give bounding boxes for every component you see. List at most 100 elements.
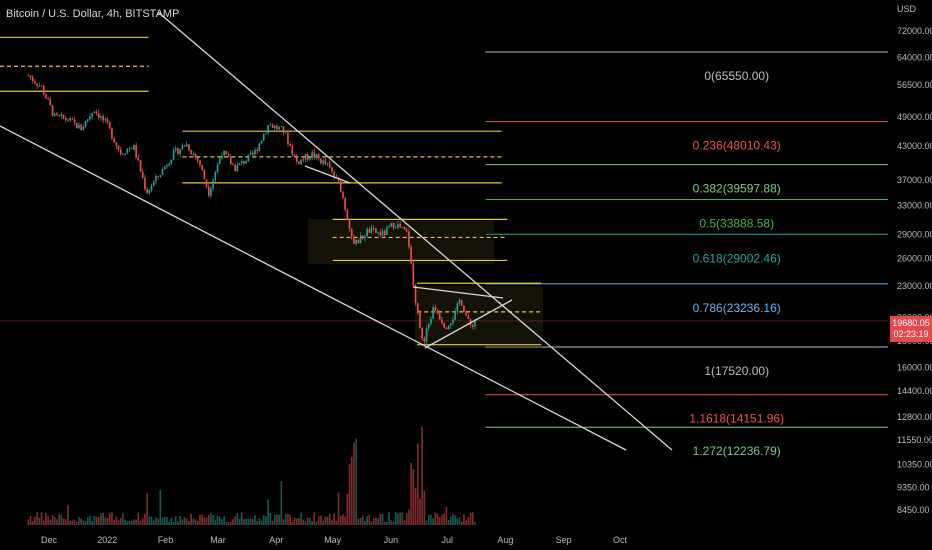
volume-bar [152, 520, 155, 525]
volume-bar [423, 490, 426, 525]
candle-body [161, 168, 164, 176]
volume-bar [51, 515, 54, 525]
volume-bar [267, 499, 269, 525]
volume-bar [416, 443, 419, 525]
candle-body [67, 119, 69, 121]
volume-bar [355, 438, 357, 525]
volume-bar [135, 519, 137, 525]
candle-body [144, 177, 146, 189]
candle-body [38, 85, 41, 87]
volume-bar [403, 520, 406, 525]
y-tick-label: 49000.00 [897, 112, 932, 122]
volume-bar [150, 516, 153, 525]
volume-bar [436, 513, 439, 525]
candle-body [427, 323, 430, 329]
volume-bars [27, 426, 476, 525]
volume-bar [49, 519, 52, 525]
candle-body [86, 119, 89, 121]
volume-bar [245, 518, 247, 525]
candle-body [80, 124, 82, 131]
volume-bar [465, 520, 467, 525]
candle-body [62, 114, 65, 119]
candle-body [31, 77, 34, 82]
candle-body [302, 159, 305, 161]
candle-body [361, 235, 364, 239]
candle-body [278, 127, 280, 130]
volume-bar [177, 521, 179, 525]
candle-body [258, 143, 261, 151]
volume-bar [106, 518, 109, 525]
candle-body [84, 120, 87, 127]
zone-box-july[interactable] [415, 286, 543, 348]
x-tick-label: 2022 [97, 535, 117, 545]
fib-retracement-levels[interactable] [0, 51, 888, 428]
volume-bar [460, 521, 463, 525]
candle-body [463, 305, 465, 312]
fib-labels: 0(65550.00) 0.236(48010.43) 0.382(39597.88… [689, 69, 784, 458]
candle-body [269, 124, 272, 126]
volume-bar [38, 517, 41, 525]
volume-bar [207, 514, 210, 525]
volume-bar [126, 521, 129, 525]
volume-bar [53, 517, 56, 525]
volume-bar [265, 516, 267, 525]
candle-body [152, 181, 155, 187]
volume-bar [216, 515, 219, 525]
fib-label: 0.786(23236.16) [693, 301, 781, 315]
volume-bar [434, 512, 437, 525]
candle-body [284, 132, 287, 134]
volume-bar [394, 512, 397, 525]
candle-body [304, 154, 307, 160]
zone-box-may[interactable] [308, 219, 494, 264]
volume-bar [243, 519, 245, 525]
volume-bar [273, 514, 276, 525]
volume-bar [117, 519, 120, 525]
candle-body [328, 163, 331, 168]
volume-bar [291, 521, 294, 525]
candle-body [262, 134, 265, 141]
candle-body [408, 231, 410, 248]
volume-bar [375, 517, 377, 525]
candle-body [168, 163, 170, 166]
volume-bar [405, 513, 408, 525]
candle-body [399, 224, 401, 228]
volume-bar [359, 517, 362, 525]
candle-body [71, 118, 74, 120]
candle-body [69, 118, 71, 121]
volume-bar [287, 513, 289, 525]
volume-bar [71, 520, 74, 525]
volume-bar [432, 518, 434, 525]
candle-body [232, 164, 234, 166]
volume-bar [335, 520, 338, 525]
y-tick-label: 37000.00 [897, 175, 932, 185]
candle-body [170, 159, 173, 164]
volume-bar [315, 521, 318, 525]
volume-bar [282, 519, 285, 525]
volume-bar [31, 521, 34, 525]
volume-bar [115, 516, 118, 525]
volume-bar [386, 521, 388, 525]
volume-bar [210, 512, 212, 525]
volume-bar [449, 516, 452, 525]
fib-label: 0.618(29002.46) [693, 251, 781, 265]
candle-body [359, 235, 362, 244]
rectangle-zones[interactable] [308, 219, 543, 348]
candle-body [311, 152, 313, 158]
candle-body [267, 125, 269, 134]
y-tick-label: 11550.00 [897, 435, 932, 445]
candle-body [60, 114, 63, 116]
candle-body [383, 230, 386, 236]
volume-bar [295, 518, 298, 525]
candle-body [141, 171, 144, 178]
candle-body [425, 328, 428, 342]
yellow-horizontal-levels[interactable] [0, 36, 542, 346]
candle-body [370, 227, 373, 233]
volume-bar [304, 521, 307, 525]
volume-bar [238, 518, 241, 525]
trendlines[interactable] [0, 11, 673, 451]
candle-body [322, 160, 324, 164]
volume-bar [251, 519, 254, 525]
volume-bar [234, 516, 236, 525]
volume-bar [269, 512, 272, 525]
